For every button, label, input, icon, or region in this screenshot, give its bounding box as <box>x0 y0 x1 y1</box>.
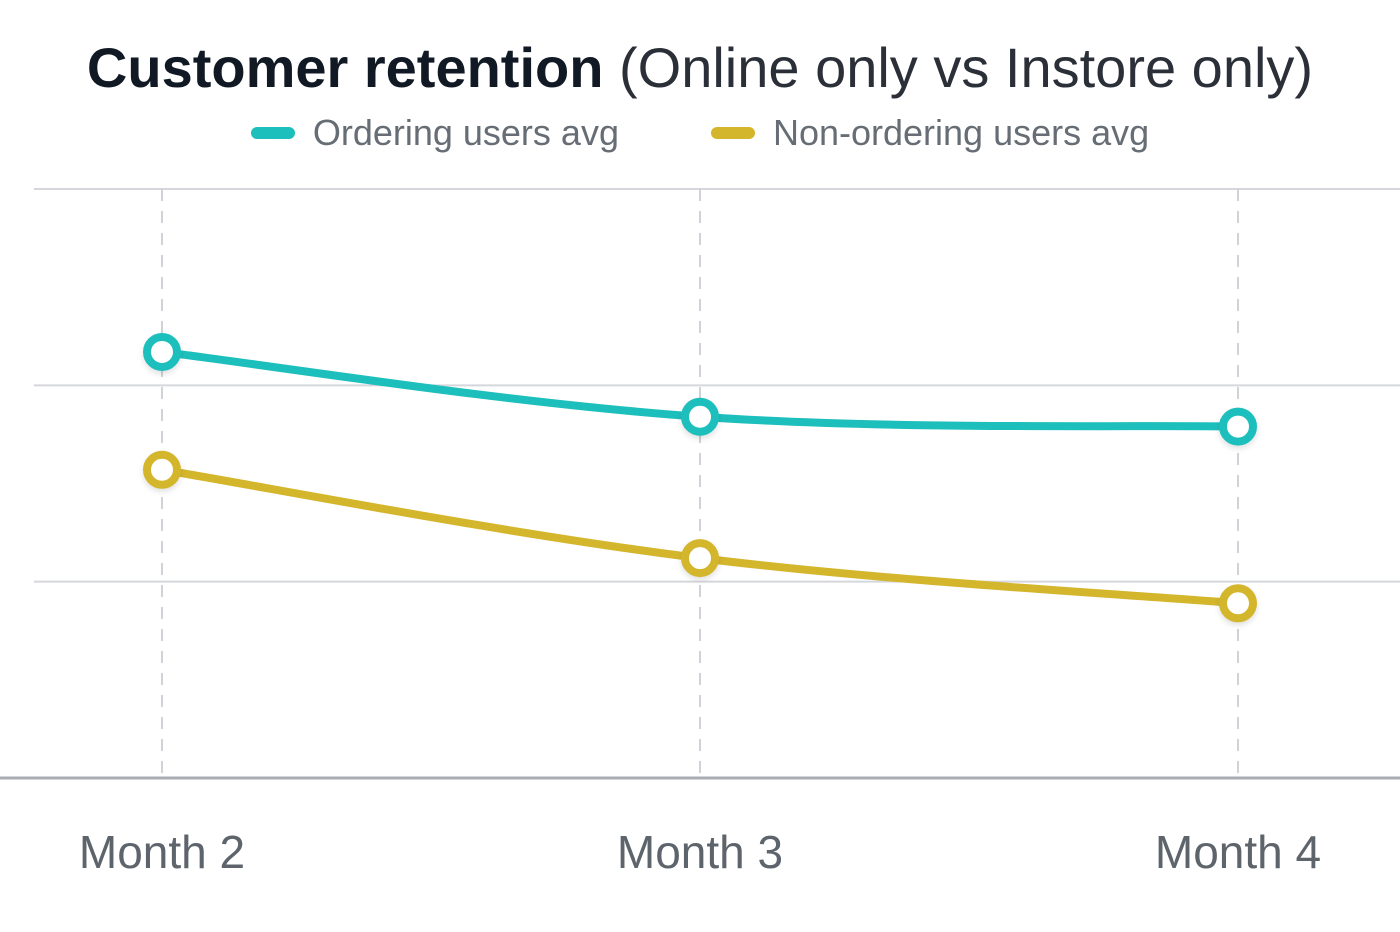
chart-title: Customer retention (Online only vs Insto… <box>0 30 1400 106</box>
series-line-non-ordering <box>158 465 1242 608</box>
chart-legend: Ordering users avg Non-ordering users av… <box>0 112 1400 154</box>
legend-swatch-ordering <box>250 127 295 139</box>
grid-layer <box>0 188 1400 780</box>
legend-label-non-ordering: Non-ordering users avg <box>772 112 1150 153</box>
data-point-non-ordering-2[interactable] <box>1219 584 1257 623</box>
x-tick-label-0: Month 2 <box>79 826 245 878</box>
legend-item-non-ordering[interactable]: Non-ordering users avg <box>710 112 1150 154</box>
chart-title-main: Customer retention <box>86 36 604 99</box>
data-point-non-ordering-1[interactable] <box>681 539 719 578</box>
x-tick-label-1: Month 3 <box>617 826 783 878</box>
series-non-ordering <box>143 450 1257 626</box>
legend-swatch-non-ordering <box>710 127 755 139</box>
x-tick-label-2: Month 4 <box>1155 826 1321 878</box>
data-point-ordering-1[interactable] <box>681 397 719 436</box>
x-axis-ticks: Month 2 Month 3 Month 4 <box>79 826 1321 878</box>
data-point-non-ordering-0[interactable] <box>143 450 181 489</box>
series-ordering <box>143 332 1257 449</box>
data-point-ordering-0[interactable] <box>143 332 181 371</box>
legend-item-ordering[interactable]: Ordering users avg <box>250 112 619 154</box>
data-point-ordering-2[interactable] <box>1219 407 1257 446</box>
chart-subtitle: (Online only vs Instore only) <box>618 36 1314 99</box>
legend-label-ordering: Ordering users avg <box>312 112 619 153</box>
series-layer <box>143 332 1257 626</box>
